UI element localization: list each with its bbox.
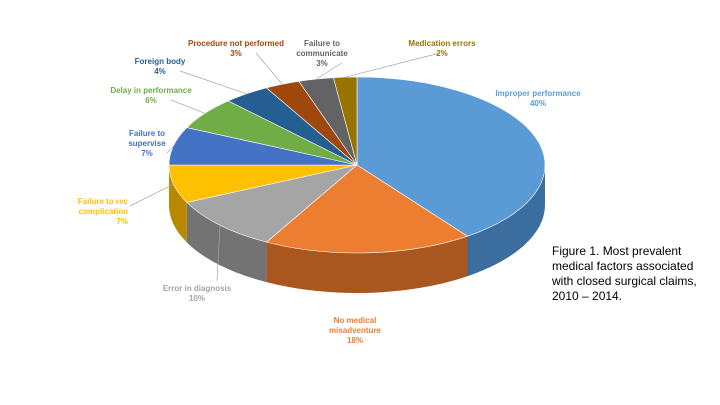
leader-line-6 [179, 70, 247, 95]
data-label-2: Error in diagnosis 10% [163, 284, 232, 303]
data-label-4: Failure to supervise 7% [128, 129, 166, 158]
data-label-1: No medical misadventure 18% [329, 316, 382, 345]
leader-line-8 [315, 62, 343, 80]
pie-slice-9 [333, 76, 358, 166]
leader-lines [129, 52, 441, 282]
data-label-7: Procedure not performed 3% [188, 39, 284, 58]
pie-slice-1 [265, 164, 469, 254]
data-label-9: Medication errors 2% [408, 39, 476, 58]
pie-slice-2 [186, 164, 358, 243]
data-label-5: Delay in performance 6% [110, 86, 192, 105]
leader-line-2 [216, 225, 221, 282]
leader-line-9 [345, 52, 441, 78]
pie-sides [169, 165, 545, 293]
leader-line-4 [166, 145, 174, 154]
data-label-6: Foreign body 4% [135, 57, 186, 76]
data-label-0: Improper performance 40% [495, 89, 581, 108]
pie-side-2 [186, 202, 267, 283]
data-label-3: Failure to rec complication 7% [78, 197, 129, 226]
pie-slices [168, 76, 546, 254]
leader-line-5 [170, 99, 206, 114]
data-label-8: Failure to communicate 3% [296, 39, 348, 68]
data-labels: Improper performance 40% No medical misadve… [78, 39, 581, 345]
leader-line-3 [129, 183, 174, 207]
pie-side-0 [467, 165, 545, 277]
figure-caption: Figure 1. Most prevalent medical factors… [552, 244, 697, 303]
pie-slice-0 [356, 76, 546, 237]
pie-side-1 [266, 236, 468, 293]
leader-line-7 [255, 52, 283, 85]
